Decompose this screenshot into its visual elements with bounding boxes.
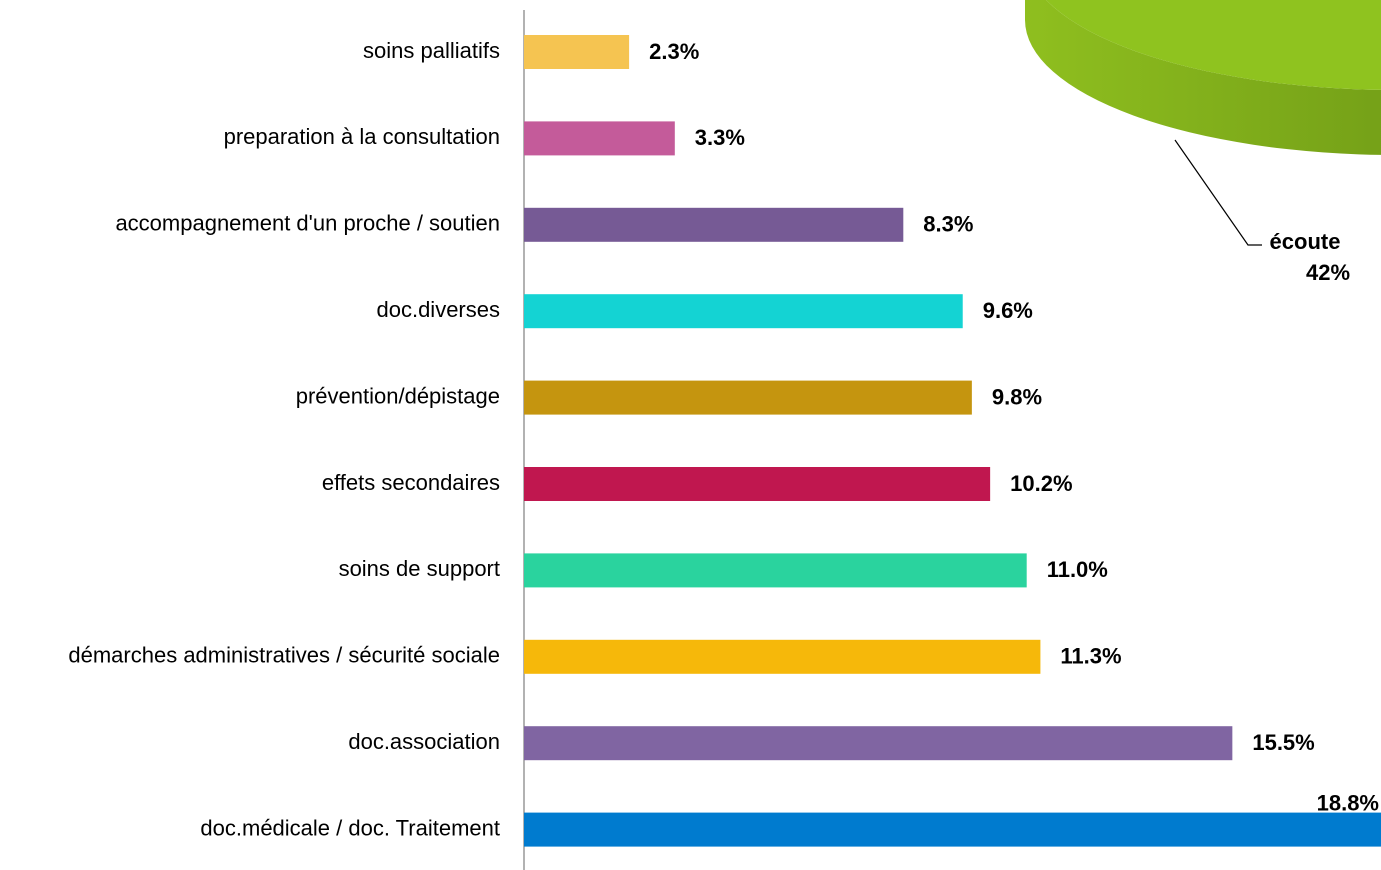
value-label: 9.6% [983,298,1033,323]
bar [524,812,1381,847]
value-label: 11.0% [1047,557,1108,582]
bar [524,467,991,501]
value-label: 8.3% [923,212,973,237]
value-label: 15.5% [1252,730,1314,755]
value-label: 2.3% [649,39,699,64]
category-label: doc.médicale / doc. Traitement [200,815,500,840]
bar [524,726,1233,761]
value-label: 9.8% [992,384,1042,409]
bar [524,35,630,69]
pie-slice [1046,0,1381,90]
bar [524,207,904,242]
category-label: preparation à la consultation [224,124,500,149]
category-label: soins palliatifs [363,38,500,63]
pie-side [1025,0,1381,155]
leader-line [1174,139,1262,246]
bar [524,639,1041,674]
pie-label: écoute [1270,229,1341,254]
bar [524,294,963,329]
value-label: 11.3% [1060,644,1121,669]
category-label: effets secondaires [322,470,500,495]
category-label: soins de support [339,556,500,581]
category-label: accompagnement d'un proche / soutien [115,211,500,236]
category-label: démarches administratives / sécurité soc… [68,643,500,668]
bar [524,121,675,156]
category-label: prévention/dépistage [296,383,500,408]
value-label: 10.2% [1010,471,1072,496]
category-label: doc.association [348,729,500,754]
category-label: doc.diverses [376,297,500,322]
bar [524,553,1027,588]
value-label: 18.8% [1317,790,1379,815]
pie-value-label: 42% [1306,260,1350,285]
value-label: 3.3% [695,125,745,150]
bar [524,380,972,415]
